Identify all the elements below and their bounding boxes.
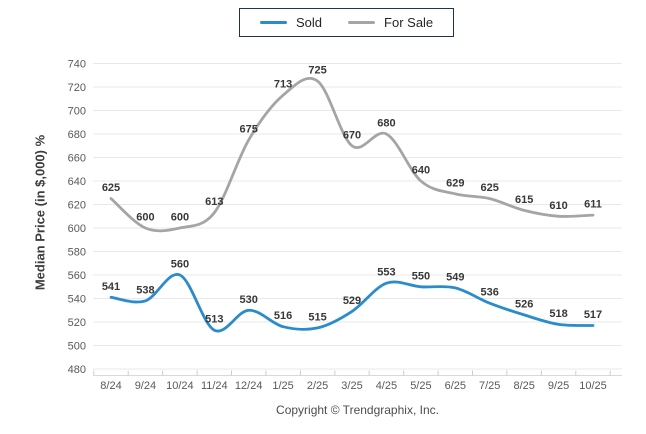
x-tick-label: 6/25 xyxy=(445,380,466,392)
y-tick-label: 660 xyxy=(68,152,86,164)
data-label: 526 xyxy=(515,298,533,310)
data-label: 516 xyxy=(274,310,292,322)
data-label: 529 xyxy=(343,295,361,307)
y-axis-tick-labels: 480 500 520 540 560 580 600 620 640 660 680 700 720 7… xyxy=(68,58,86,376)
data-label: 553 xyxy=(377,267,395,279)
data-label: 518 xyxy=(549,308,567,320)
x-tick-label: 10/25 xyxy=(579,380,607,392)
x-tick-label: 12/24 xyxy=(235,380,263,392)
x-tick-label: 2/25 xyxy=(307,380,328,392)
y-tick-label: 620 xyxy=(68,199,86,211)
legend-item-label: Sold xyxy=(296,15,323,30)
legend-item-sold[interactable]: Sold xyxy=(260,15,322,30)
data-label: 611 xyxy=(584,199,602,211)
for-sale-line-swatch xyxy=(348,21,376,24)
sold-line xyxy=(109,273,595,333)
x-tick-label: 3/25 xyxy=(341,380,362,392)
legend-item-for-sale[interactable]: For Sale xyxy=(348,15,433,30)
x-tick-label: 9/25 xyxy=(548,380,569,392)
data-label: 536 xyxy=(481,287,499,299)
data-label: 613 xyxy=(205,196,223,208)
for-sale-data-labels: 625 600 600 613 675 713 725 670 680 640 629 625 615 6… xyxy=(102,65,602,224)
data-label: 550 xyxy=(412,270,430,282)
data-label: 538 xyxy=(136,284,154,296)
data-label: 610 xyxy=(549,200,567,212)
x-tick-label: 9/24 xyxy=(135,380,156,392)
y-tick-label: 720 xyxy=(68,82,86,94)
y-tick-label: 600 xyxy=(68,223,86,235)
y-tick-label: 680 xyxy=(68,129,86,141)
y-tick-label: 520 xyxy=(68,317,86,329)
data-label: 670 xyxy=(343,129,361,141)
y-tick-label: 640 xyxy=(68,176,86,188)
x-tick-label: 7/25 xyxy=(479,380,500,392)
legend-item-label: For Sale xyxy=(384,15,434,30)
data-label: 713 xyxy=(274,79,292,91)
x-tick-label: 4/25 xyxy=(376,380,397,392)
y-tick-label: 740 xyxy=(68,58,86,70)
x-tick-label: 5/25 xyxy=(410,380,431,392)
x-tick-label: 8/25 xyxy=(513,380,534,392)
data-label: 600 xyxy=(171,212,189,224)
data-label: 640 xyxy=(412,165,430,177)
data-label: 600 xyxy=(136,212,154,224)
data-label: 629 xyxy=(446,177,464,189)
data-label: 615 xyxy=(515,194,533,206)
data-label: 625 xyxy=(481,182,499,194)
data-label: 515 xyxy=(308,311,326,323)
data-label: 675 xyxy=(240,123,258,135)
y-tick-label: 580 xyxy=(68,246,86,258)
x-tick-label: 8/24 xyxy=(100,380,121,392)
y-tick-label: 700 xyxy=(68,105,86,117)
x-axis xyxy=(93,370,622,376)
y-tick-label: 500 xyxy=(68,340,86,352)
x-tick-label: 10/24 xyxy=(166,380,194,392)
data-label: 560 xyxy=(171,259,189,271)
y-tick-label: 480 xyxy=(68,364,86,376)
legend: Sold For Sale xyxy=(239,8,455,37)
data-label: 549 xyxy=(446,271,464,283)
x-axis-tick-labels: 8/24 9/24 10/24 11/24 12/24 1/25 2/25 3/25 4/25 5… xyxy=(100,380,606,392)
x-tick-label: 1/25 xyxy=(272,380,293,392)
for-sale-line xyxy=(109,76,595,233)
sold-line-swatch xyxy=(260,21,287,24)
data-label: 517 xyxy=(584,309,602,321)
y-tick-label: 560 xyxy=(68,270,86,282)
data-label: 513 xyxy=(205,314,223,326)
data-label: 625 xyxy=(102,182,120,194)
sold-data-labels: 541 538 560 513 530 516 515 529 553 550 549 536 526 5… xyxy=(102,259,602,326)
data-label: 530 xyxy=(240,294,258,306)
data-label: 725 xyxy=(308,65,326,77)
y-tick-label: 540 xyxy=(68,293,86,305)
data-label: 680 xyxy=(377,118,395,130)
data-label: 541 xyxy=(102,281,120,293)
x-tick-label: 11/24 xyxy=(201,380,228,392)
copyright-text: Copyright © Trendgraphix, Inc. xyxy=(276,403,439,417)
